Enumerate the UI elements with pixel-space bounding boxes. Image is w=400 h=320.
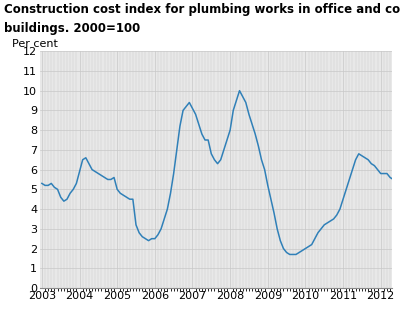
Text: Per cent: Per cent bbox=[12, 39, 58, 49]
Text: buildings. 2000=100: buildings. 2000=100 bbox=[4, 22, 140, 36]
Text: Construction cost index for plumbing works in office and commercial: Construction cost index for plumbing wor… bbox=[4, 3, 400, 16]
